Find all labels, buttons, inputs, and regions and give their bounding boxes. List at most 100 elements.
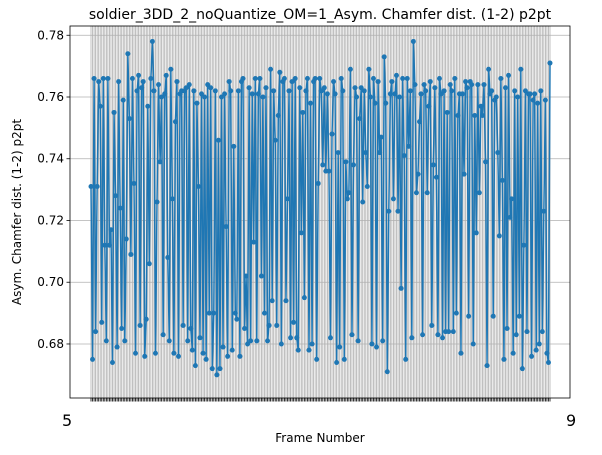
data-point [160,332,166,338]
data-point [300,109,306,115]
y-ticks: 0.68 0.70 0.72 0.74 0.76 0.78 [37,28,70,351]
y-tick-label: 0.68 [37,337,64,351]
data-point [278,341,284,347]
data-point [254,338,260,344]
data-point [234,316,240,322]
data-point [466,313,472,319]
data-point [397,94,403,100]
data-point [314,356,320,362]
x-tick-label-first: 5 [62,411,72,430]
data-point [265,338,271,344]
data-point [288,335,294,341]
data-point [146,261,152,267]
data-point [510,350,516,356]
data-point [113,193,119,199]
data-point [384,369,390,375]
data-point [122,338,128,344]
data-point [395,208,401,214]
data-point [145,103,151,109]
data-point [231,143,237,149]
data-point [97,103,103,109]
data-point [297,85,303,91]
data-point [192,363,198,369]
data-point [205,82,211,88]
data-point [479,113,485,119]
data-point [185,338,191,344]
y-tick-label: 0.74 [37,152,64,166]
data-point [217,366,223,372]
data-point [387,91,393,97]
data-point [346,190,352,196]
data-point [358,85,364,91]
data-point [545,360,551,365]
data-point [100,75,106,81]
data-point [203,356,209,362]
data-point [352,85,358,91]
data-point [168,66,174,72]
data-point [375,79,381,85]
data-point [268,66,274,72]
data-point [208,85,214,91]
data-point [119,326,125,332]
x-axis-label: Frame Number [275,431,364,445]
data-point [340,88,346,94]
data-point [116,79,122,85]
data-point [338,75,344,81]
data-point [453,310,459,316]
data-point [281,75,287,81]
data-point [214,372,220,378]
data-point [512,88,518,94]
data-point [501,356,507,362]
data-point [441,88,447,94]
data-point [413,190,419,196]
data-point [306,347,312,353]
data-point [378,134,384,140]
data-point [499,177,505,183]
data-point [544,350,550,356]
data-point [392,91,398,97]
data-point [400,75,406,81]
y-tick-label: 0.72 [37,213,64,227]
data-point [504,326,510,332]
data-point [412,82,418,88]
data-point [142,353,148,359]
series-markers [88,38,553,378]
data-point [460,91,465,97]
data-point [274,322,280,328]
data-point [232,310,238,316]
data-point [458,350,464,356]
data-point [404,75,410,81]
data-point [393,72,399,78]
data-point [172,119,178,125]
data-point [211,310,217,316]
data-point [438,91,444,97]
data-point [366,66,372,72]
data-point [524,329,530,335]
data-point [246,85,252,91]
data-point [363,150,369,156]
data-point [447,82,453,88]
data-point [304,75,310,81]
data-point [542,97,548,103]
data-point [263,85,269,91]
data-point [529,353,535,359]
data-point [99,319,105,325]
chart-title: soldier_3DD_2_noQuantize_OM=1_Asym. Cham… [89,7,552,23]
data-point [507,214,513,220]
data-point [331,79,337,85]
data-point [243,273,249,279]
data-point [136,72,142,78]
data-point [266,322,272,328]
data-point [140,79,146,85]
data-point [249,91,255,97]
data-point [427,79,433,85]
data-point [450,329,456,335]
data-point [436,75,442,81]
data-point [429,322,435,328]
data-point [406,143,412,149]
data-point [309,341,315,347]
data-point [389,79,395,85]
data-point [518,66,524,72]
x-ticks [90,398,551,402]
data-point [332,91,338,97]
